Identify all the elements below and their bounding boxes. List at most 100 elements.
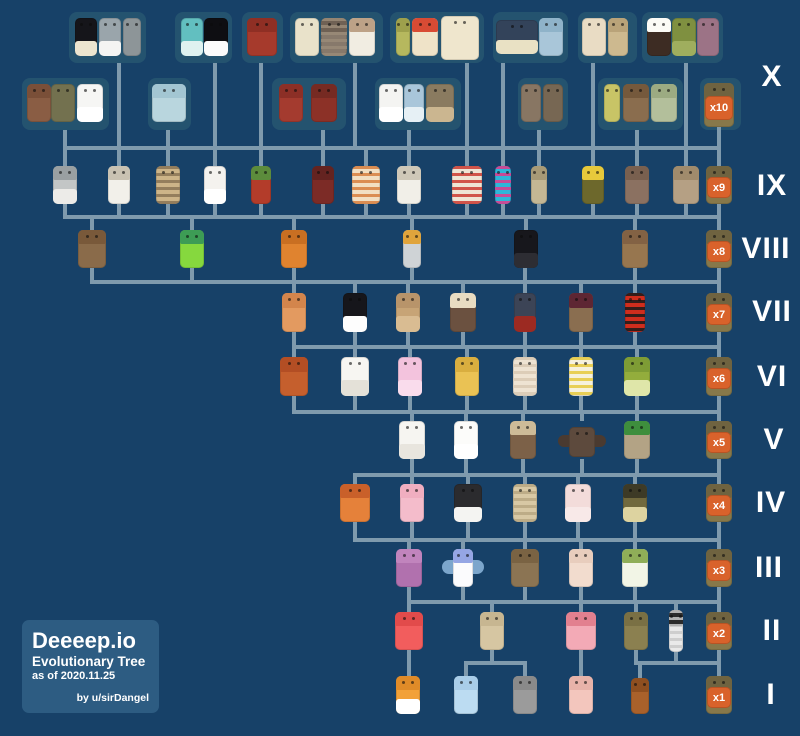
crab-icon: [340, 484, 370, 522]
tiger-shark-framed-belly: [426, 106, 454, 122]
manta-ray-eyes: [511, 25, 523, 28]
goblin-shark-eyes: [525, 89, 537, 92]
king-crab-eyes: [575, 617, 587, 620]
mahi-mahi-head: [180, 230, 204, 245]
lobster-icon: [280, 357, 308, 396]
sea-snake-eyes: [629, 298, 641, 301]
connector-line: [674, 650, 678, 665]
seagull-eyes: [349, 362, 361, 365]
hippo-icon: [697, 18, 719, 56]
connector-line: [523, 522, 527, 549]
hermit-crab-eyes: [629, 489, 641, 492]
oarfish-eyes: [406, 235, 418, 238]
connector-line: [63, 146, 721, 150]
connector-line: [591, 204, 595, 219]
multiplier-badge-x4: x4: [707, 495, 731, 516]
bald-eagle-eyes: [653, 23, 665, 26]
worm-head: [631, 678, 649, 692]
connector-line: [213, 63, 217, 166]
seal-icon: [625, 166, 649, 204]
connector-line: [410, 522, 414, 542]
octopus-eyes: [288, 235, 300, 238]
great-white-shark-head: [349, 18, 375, 33]
multiplier-badge-x5: x5: [707, 432, 731, 453]
bear-eyes: [86, 235, 98, 238]
electric-eel-icon: [604, 84, 620, 122]
barracuda-icon: [531, 166, 547, 204]
connector-line: [461, 332, 465, 349]
connector-line: [353, 522, 357, 542]
cachalot-icon: [441, 16, 479, 60]
connector-line: [465, 345, 469, 357]
connector-line: [407, 538, 411, 549]
elephant-seal-gray-belly: [53, 188, 77, 204]
connector-line: [292, 215, 296, 232]
axolotl-belly: [565, 506, 591, 522]
blue-whale-icon: [539, 18, 563, 56]
title-box: Deeeep.io Evolutionary Tree as of 2020.1…: [22, 620, 159, 713]
blue-shark-belly: [404, 106, 424, 122]
leatherback-turtle-eyes: [658, 89, 670, 92]
connector-line: [576, 522, 580, 542]
connector-line: [410, 268, 414, 284]
penguin-chick-belly: [454, 506, 482, 522]
giant-squid-icon: [279, 84, 303, 122]
otter-eyes: [402, 298, 414, 301]
sawfish-head: [608, 18, 628, 33]
axolotl-icon: [565, 484, 591, 522]
connector-line: [674, 600, 678, 612]
remora-eyes: [519, 681, 531, 684]
connector-line: [576, 473, 580, 484]
connector-line: [523, 663, 527, 676]
polar-bear-belly: [77, 106, 103, 122]
flying-fish-eyes: [457, 554, 469, 557]
axolotl-eyes: [572, 489, 584, 492]
great-white-2-eyes: [385, 89, 397, 92]
frilled-shark-belly: [514, 316, 536, 332]
connector-line: [579, 538, 583, 549]
sea-lion-head: [673, 166, 699, 181]
connector-line: [465, 204, 469, 219]
connector-line: [684, 204, 688, 219]
whale-eyes: [301, 23, 313, 26]
pink-squid-icon: [400, 484, 424, 522]
cormorant-icon: [514, 230, 538, 268]
king-crab-icon: [566, 612, 596, 650]
yellow-fish-eyes: [461, 362, 473, 365]
pink-squid-head: [400, 484, 424, 499]
wolf-eel-icon: [582, 166, 604, 204]
polar-bear-eyes: [84, 89, 96, 92]
multiplier-badge-x10: x10: [705, 96, 733, 120]
mantis-shrimp-icon: [251, 166, 271, 204]
humboldt-squid-icon: [282, 293, 306, 332]
tier-label-IX: IX: [756, 169, 788, 202]
connector-line: [633, 215, 637, 232]
connector-line: [591, 63, 595, 166]
connector-line: [353, 538, 721, 542]
remora-head: [513, 676, 537, 691]
white-shark-eyes: [113, 171, 125, 174]
connector-line: [579, 280, 583, 293]
wolf-eel-eyes: [587, 171, 599, 174]
red-lionfish-icon: [452, 166, 482, 204]
hammerhead-icon: [397, 166, 421, 204]
tiger-shark-stripes: [156, 166, 180, 204]
connector-line: [524, 215, 528, 232]
beluga-eyes: [209, 171, 221, 174]
multiplier-badge-x3: x3: [707, 560, 731, 581]
connector-line: [353, 396, 357, 414]
connector-line: [523, 332, 527, 357]
tan-fish-head: [480, 612, 504, 627]
oarfish-icon: [403, 230, 421, 268]
credit: by u/sirDangel: [76, 692, 149, 705]
stingray-eyes: [519, 554, 531, 557]
manta-ray-belly: [496, 40, 538, 54]
piranha-icon: [569, 676, 593, 714]
octopus-head: [281, 230, 307, 245]
gray-whale-eyes: [126, 23, 138, 26]
bat-icon: [569, 427, 595, 457]
white-whale-eyes: [104, 23, 116, 26]
connector-line: [410, 215, 414, 232]
connector-line: [634, 661, 721, 665]
connector-line: [407, 587, 411, 612]
